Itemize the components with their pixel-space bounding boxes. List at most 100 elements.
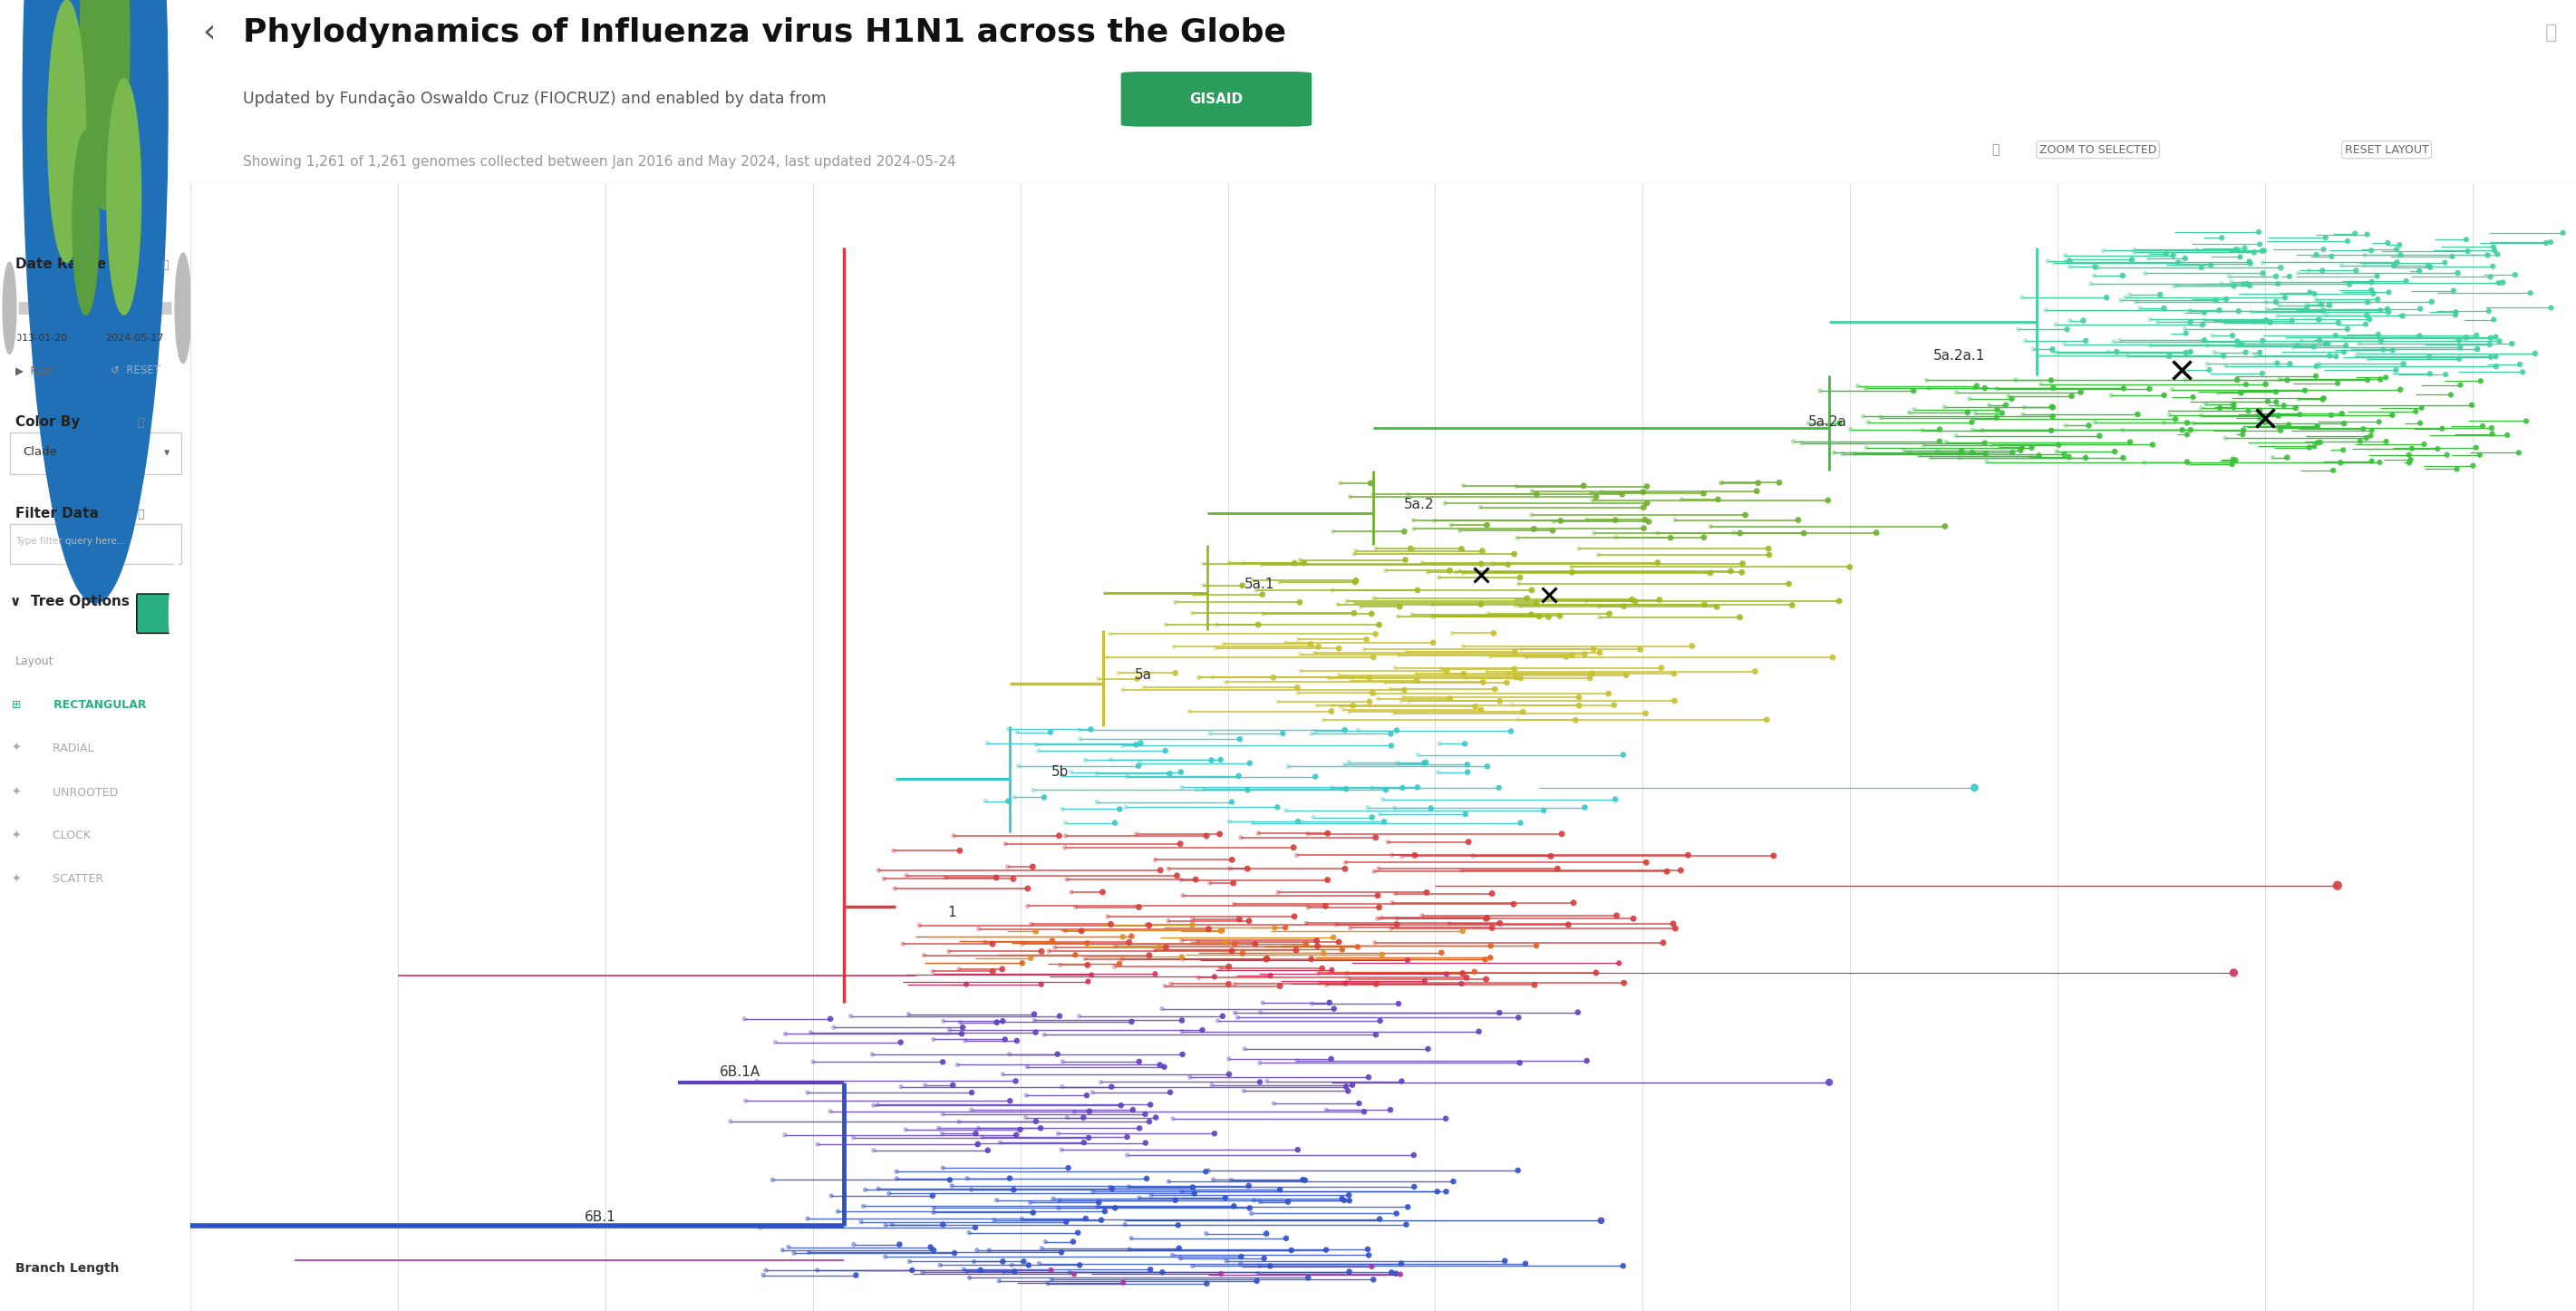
Circle shape: [170, 564, 183, 663]
Point: [984, 834, 1025, 855]
Point: [1494, 658, 1535, 679]
Point: [1484, 1251, 1525, 1272]
Point: [2306, 333, 2347, 354]
Point: [1265, 1228, 1306, 1249]
Text: ⓘ: ⓘ: [162, 260, 170, 271]
Point: [2110, 431, 2151, 452]
Point: [1327, 1076, 1368, 1097]
Point: [2287, 437, 2329, 458]
Point: [1211, 1169, 1252, 1190]
Point: [793, 1051, 835, 1072]
Point: [1072, 965, 1113, 986]
Point: [1623, 481, 1664, 502]
Point: [1291, 724, 1332, 745]
Point: [1337, 936, 1378, 957]
Point: [863, 868, 904, 889]
Point: [1376, 1203, 1417, 1224]
Point: [2226, 342, 2267, 363]
Point: [2445, 229, 2486, 250]
Point: [889, 1004, 930, 1025]
Point: [1103, 1272, 1144, 1293]
Text: ∨  Tree Options: ∨ Tree Options: [10, 595, 129, 608]
Point: [1084, 646, 1126, 667]
Point: [1378, 597, 1419, 617]
Point: [1355, 974, 1396, 995]
Point: [2391, 450, 2432, 471]
Point: [1118, 1051, 1159, 1072]
Point: [1597, 953, 1638, 974]
Text: RADIAL: RADIAL: [41, 742, 95, 754]
Point: [1376, 884, 1417, 905]
Point: [1066, 971, 1108, 992]
Point: [1589, 603, 1631, 624]
Point: [1698, 489, 1739, 510]
Point: [2293, 437, 2334, 458]
Point: [1448, 754, 1489, 775]
Point: [1133, 850, 1175, 871]
Point: [1159, 762, 1200, 783]
Point: [1814, 442, 1855, 463]
Point: [1700, 472, 1741, 493]
Point: [1051, 762, 1092, 783]
Point: [2308, 333, 2349, 354]
Text: CLOCK: CLOCK: [41, 830, 90, 842]
Text: Clade  ∧: Clade ∧: [198, 224, 255, 237]
Point: [1206, 932, 1247, 953]
Point: [1126, 1104, 1167, 1125]
Point: [989, 1044, 1030, 1065]
Point: [2218, 239, 2259, 260]
Point: [1718, 523, 1759, 544]
Point: [1280, 661, 1321, 682]
Point: [2061, 382, 2102, 402]
Point: [2372, 340, 2414, 361]
Point: [2205, 312, 2246, 333]
Point: [786, 1209, 827, 1230]
Point: [1352, 861, 1394, 882]
Text: 5a.2a.1: 5a.2a.1: [1932, 349, 1986, 363]
Point: [1551, 557, 1592, 578]
Point: [1311, 701, 1352, 722]
Point: [2336, 260, 2378, 281]
Point: [1200, 920, 1242, 941]
Point: [1448, 762, 1489, 783]
Point: [2259, 295, 2300, 316]
Point: [951, 1082, 992, 1103]
Point: [2105, 287, 2146, 308]
Point: [2388, 444, 2429, 465]
Point: [912, 961, 953, 982]
Point: [1383, 520, 1425, 541]
Text: 3: 3: [263, 343, 270, 357]
Point: [1388, 1197, 1430, 1218]
Point: [1494, 589, 1535, 610]
Point: [1170, 1067, 1211, 1088]
Text: Layout: Layout: [15, 656, 54, 667]
Point: [1461, 699, 1502, 720]
Point: [1968, 395, 2009, 416]
Point: [951, 1100, 992, 1121]
Point: [933, 1075, 974, 1096]
Point: [1213, 873, 1255, 894]
Point: [989, 1168, 1030, 1189]
Point: [2470, 266, 2512, 287]
Point: [2316, 372, 2357, 393]
Point: [2130, 309, 2172, 330]
Point: [845, 1180, 886, 1201]
Point: [1177, 667, 1218, 688]
Point: [1329, 1185, 1370, 1206]
Point: [1558, 687, 1600, 708]
Point: [1002, 953, 1043, 974]
Point: [1520, 606, 1561, 627]
Point: [1628, 511, 1669, 532]
Point: [1419, 568, 1461, 589]
Point: [1376, 720, 1417, 741]
Point: [2509, 282, 2550, 303]
Point: [1394, 519, 1435, 540]
Point: [2455, 437, 2496, 458]
Point: [940, 1024, 981, 1045]
Point: [1350, 473, 1391, 494]
Point: [1002, 1209, 1043, 1230]
Point: [997, 721, 1038, 742]
Point: [1623, 518, 1664, 539]
Point: [1466, 907, 1507, 928]
Point: [2295, 244, 2336, 265]
